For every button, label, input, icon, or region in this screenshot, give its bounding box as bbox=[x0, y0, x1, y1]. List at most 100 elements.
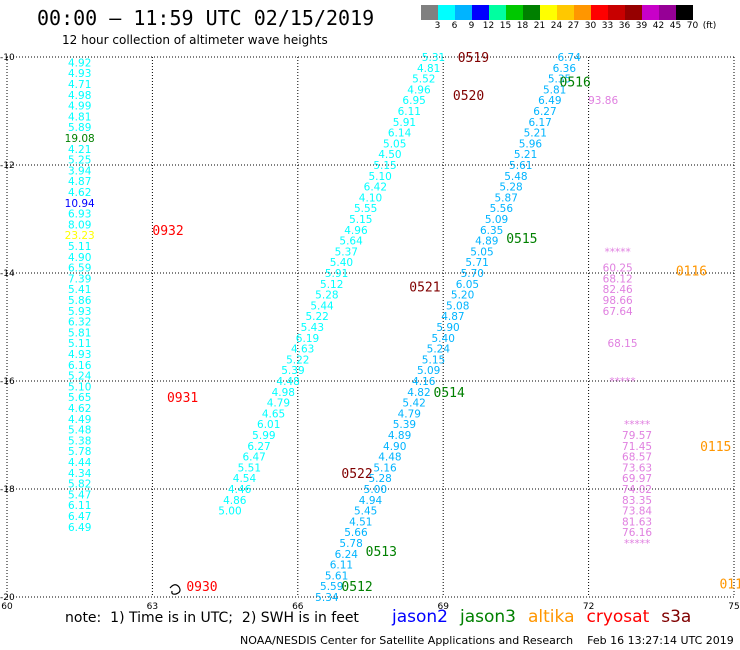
time-label: 0513 bbox=[366, 545, 397, 560]
wave-height-value: 5.81 bbox=[68, 327, 91, 339]
wave-height-value: 6.11 bbox=[398, 106, 421, 118]
y-tick-label: -12 bbox=[0, 161, 15, 171]
wave-height-value: 5.24 bbox=[68, 371, 92, 383]
track-end-marker bbox=[169, 584, 181, 595]
wave-height-value: 76.16 bbox=[622, 527, 652, 539]
color-swatch bbox=[438, 5, 455, 20]
wave-height-value: 5.08 bbox=[446, 300, 469, 312]
wave-height-value: 5.16 bbox=[373, 462, 397, 474]
wave-height-value: 4.21 bbox=[68, 144, 91, 156]
x-tick-label: 69 bbox=[437, 602, 449, 612]
y-tick-label: -20 bbox=[0, 593, 15, 603]
wave-height-value: 5.41 bbox=[68, 284, 91, 296]
wave-height-value: 6.74 bbox=[558, 52, 582, 64]
wave-height-value: 5.87 bbox=[495, 192, 518, 204]
wave-height-value: 5.90 bbox=[436, 322, 459, 334]
wave-height-value: 5.21 bbox=[524, 128, 547, 140]
wave-height-value: 4.82 bbox=[407, 387, 430, 399]
wave-height-value: 4.81 bbox=[68, 111, 91, 123]
credit-line: NOAA/NESDIS Center for Satellite Applica… bbox=[240, 634, 734, 647]
x-tick-label: 75 bbox=[728, 602, 739, 612]
wave-height-value: 6.47 bbox=[68, 511, 91, 523]
time-labels: 0519052005160932011605150521051409310115… bbox=[152, 51, 740, 595]
wave-height-value: 73.84 bbox=[622, 506, 652, 518]
wave-height-value: 82.46 bbox=[603, 284, 633, 296]
color-scale-label: 45 bbox=[669, 21, 682, 31]
grid bbox=[6, 56, 735, 598]
legend-item-altika: altika bbox=[528, 607, 575, 627]
color-swatch bbox=[489, 5, 506, 20]
wave-height-value: 98.66 bbox=[603, 295, 633, 307]
swirl-icon bbox=[169, 584, 181, 595]
wave-height-value: 8.09 bbox=[68, 219, 91, 231]
wave-height-value: 4.89 bbox=[388, 430, 411, 442]
wave-height-value: 6.11 bbox=[330, 560, 353, 572]
data-points: 4.924.934.714.984.994.815.894.215.253.94… bbox=[65, 52, 653, 604]
wave-height-value: 5.91 bbox=[325, 268, 348, 280]
wave-height-value: 68.15 bbox=[607, 338, 637, 350]
wave-height-value: 5.48 bbox=[504, 171, 527, 183]
color-scale-label: 18 bbox=[516, 21, 529, 31]
wave-height-value: 6.95 bbox=[402, 95, 425, 107]
wave-height-value: 5.39 bbox=[393, 419, 416, 431]
wave-height-value: 5.11 bbox=[68, 338, 91, 350]
color-scale-label: 3 bbox=[434, 21, 441, 31]
wave-height-value: 4.96 bbox=[407, 84, 431, 96]
wave-height-value: 5.10 bbox=[68, 381, 91, 393]
color-swatch bbox=[540, 5, 557, 20]
wave-height-value: 6.32 bbox=[68, 317, 91, 329]
wave-height-value: 6.47 bbox=[242, 452, 265, 464]
wave-height-value: 4.54 bbox=[233, 473, 257, 485]
wave-height-value: 4.46 bbox=[228, 484, 252, 496]
color-swatch bbox=[455, 5, 472, 20]
wave-height-value: 5.11 bbox=[68, 241, 91, 253]
wave-height-value: 6.59 bbox=[68, 263, 91, 275]
wave-height-value: 4.16 bbox=[412, 376, 436, 388]
wave-height-value: 5.70 bbox=[461, 268, 484, 280]
wave-height-value: 4.87 bbox=[441, 311, 464, 323]
wave-height-value: ***** bbox=[624, 538, 650, 550]
wave-height-value: 7.39 bbox=[68, 273, 91, 285]
time-label: 0520 bbox=[453, 89, 484, 104]
wave-height-value: 5.66 bbox=[344, 527, 368, 539]
color-swatch bbox=[574, 5, 591, 20]
wave-height-value: 5.20 bbox=[451, 290, 474, 302]
color-swatch bbox=[608, 5, 625, 20]
wave-height-value: 6.35 bbox=[480, 225, 503, 237]
wave-height-value: 6.17 bbox=[528, 117, 551, 129]
wave-height-value: 10.94 bbox=[65, 198, 95, 210]
wave-height-value: 73.63 bbox=[622, 462, 652, 474]
wave-height-value: 23.23 bbox=[65, 230, 95, 242]
wave-height-value: 6.19 bbox=[296, 333, 319, 345]
wave-height-value: 81.63 bbox=[622, 516, 652, 528]
wave-height-value: 5.52 bbox=[412, 74, 435, 86]
wave-height-value: 5.78 bbox=[339, 538, 362, 550]
footer-note: note: 1) Time is in UTC; 2) SWH is in fe… bbox=[65, 610, 359, 626]
wave-height-value: 5.44 bbox=[310, 300, 334, 312]
color-swatch bbox=[472, 5, 489, 20]
wave-height-value: 5.38 bbox=[68, 435, 91, 447]
wave-height-value: 4.87 bbox=[68, 176, 91, 188]
wave-height-value: 5.40 bbox=[432, 333, 455, 345]
wave-height-value: 4.71 bbox=[68, 79, 91, 91]
wave-height-value: 6.49 bbox=[68, 522, 91, 534]
wave-height-value: 5.15 bbox=[349, 214, 372, 226]
wave-height-value: 5.96 bbox=[519, 138, 543, 150]
color-scale-label: 15 bbox=[499, 21, 512, 31]
wave-height-value: 4.65 bbox=[262, 408, 285, 420]
legend-item-jason3: jason3 bbox=[460, 607, 516, 627]
wave-height-value: 6.24 bbox=[335, 549, 359, 561]
wave-height-value: 5.37 bbox=[335, 246, 358, 258]
wave-height-value: 4.10 bbox=[359, 192, 382, 204]
time-label: 0932 bbox=[152, 224, 183, 239]
wave-height-value: 74.02 bbox=[622, 484, 652, 496]
wave-height-value: 4.93 bbox=[68, 349, 91, 361]
wave-height-value: 69.97 bbox=[622, 473, 652, 485]
color-scale-label: 9 bbox=[468, 21, 475, 31]
wave-height-value: 6.01 bbox=[257, 419, 280, 431]
wave-height-value: 5.12 bbox=[320, 279, 343, 291]
color-swatch bbox=[591, 5, 608, 20]
y-tick-label: -16 bbox=[0, 377, 15, 387]
time-label: 0514 bbox=[434, 386, 465, 401]
color-swatch bbox=[625, 5, 642, 20]
